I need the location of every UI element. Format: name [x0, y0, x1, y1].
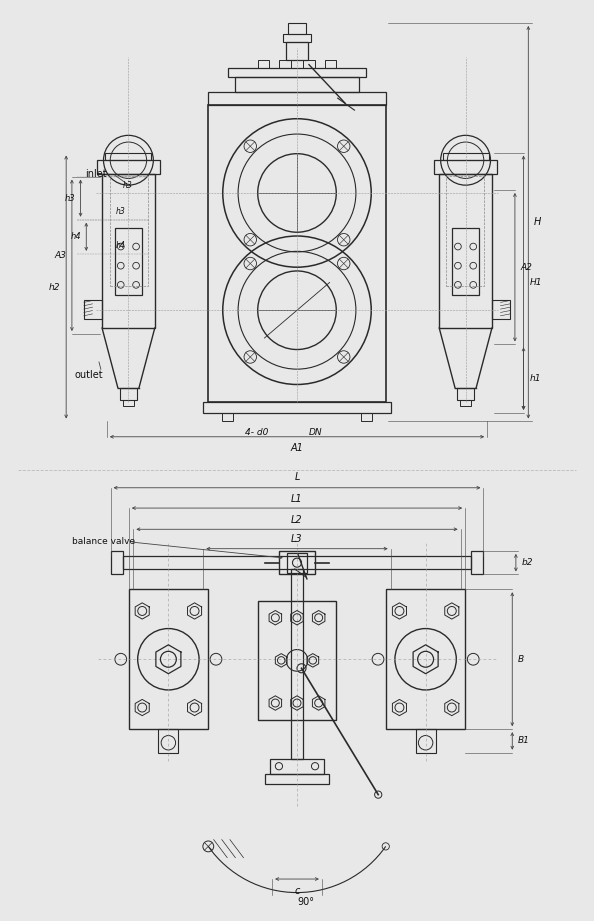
Bar [290, 569, 304, 759]
Bar [102, 174, 155, 328]
Bar [386, 589, 465, 729]
Bar [460, 400, 471, 405]
Bar [97, 160, 160, 174]
Bar [258, 600, 336, 720]
Bar [287, 553, 307, 573]
Bar [203, 402, 391, 413]
Bar [361, 413, 372, 422]
Text: h2: h2 [49, 283, 61, 292]
Bar [439, 174, 492, 328]
Text: b2: b2 [522, 558, 533, 567]
Text: A3: A3 [54, 251, 66, 260]
Bar [258, 61, 269, 68]
Bar [115, 228, 142, 296]
Bar [443, 153, 489, 160]
Bar [120, 388, 137, 400]
Text: c: c [294, 886, 300, 896]
Bar [288, 23, 306, 33]
Text: 90°: 90° [298, 897, 315, 907]
Text: h4: h4 [70, 232, 81, 241]
Polygon shape [208, 76, 235, 92]
Text: balance valve: balance valve [72, 538, 135, 546]
Text: 4- d0: 4- d0 [245, 428, 268, 437]
Text: L1: L1 [291, 494, 303, 504]
Text: inlet: inlet [86, 169, 107, 179]
Bar [286, 42, 308, 61]
Text: A2: A2 [521, 262, 533, 272]
Bar [110, 551, 123, 575]
Text: h3: h3 [116, 207, 126, 216]
Bar [447, 176, 484, 286]
Polygon shape [359, 76, 386, 92]
Bar [129, 589, 208, 729]
Bar [303, 61, 315, 68]
Bar [452, 228, 479, 296]
Text: h3: h3 [65, 193, 75, 203]
Text: B: B [518, 655, 524, 664]
Text: h1: h1 [529, 374, 541, 383]
Text: H1: H1 [529, 278, 542, 287]
Bar [123, 556, 471, 569]
Bar [270, 759, 324, 775]
Bar [457, 388, 474, 400]
Text: DN: DN [309, 428, 323, 437]
Bar [159, 729, 178, 752]
Text: B1: B1 [518, 737, 530, 745]
Bar [228, 68, 366, 76]
Text: L3: L3 [291, 534, 303, 544]
Bar [279, 551, 315, 575]
Bar [434, 160, 497, 174]
Bar [208, 105, 386, 402]
Bar [492, 300, 510, 320]
Bar [235, 76, 359, 92]
Bar [279, 61, 291, 68]
Bar [283, 33, 311, 42]
Text: L: L [294, 472, 300, 483]
Text: L2: L2 [291, 515, 303, 525]
Text: h3: h3 [123, 181, 132, 191]
Bar [325, 61, 336, 68]
Bar [123, 400, 134, 405]
Text: h4: h4 [116, 241, 126, 250]
Bar [222, 413, 233, 422]
Text: H: H [534, 217, 542, 227]
Text: outlet: outlet [74, 369, 103, 379]
Bar [471, 551, 484, 575]
Bar [416, 729, 435, 752]
Bar [105, 153, 151, 160]
Bar [266, 775, 328, 785]
Bar [110, 176, 147, 286]
Bar [208, 92, 386, 105]
Text: A1: A1 [290, 442, 304, 452]
Bar [84, 300, 102, 320]
